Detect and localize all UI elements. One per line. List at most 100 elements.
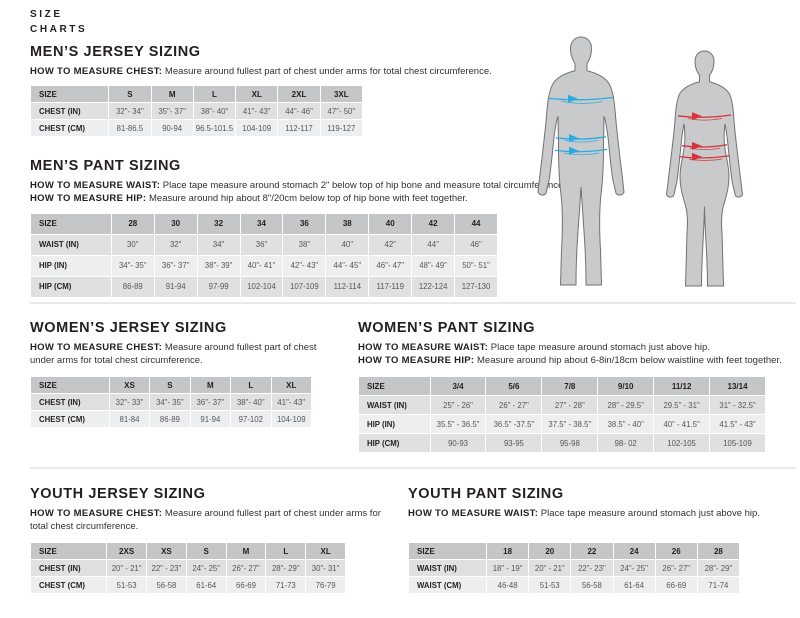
howto-label: HOW TO MEASURE HIP: (358, 355, 475, 367)
table-row: HIP (IN) 35.5" - 36.5" 36.5" -37.5" 37.5" -… (359, 415, 765, 433)
table-header-row: SIZE 28 30 32 34 36 38 40 42 44 (31, 213, 497, 234)
value-cell: 91-94 (154, 276, 197, 297)
value-cell: 97-102 (231, 411, 271, 427)
howto-label: HOW TO MEASURE WAIST: (30, 180, 161, 191)
row-label-cell: CHEST (CM) (31, 120, 109, 137)
size-column-header: XL (306, 543, 345, 559)
size-column-header: 3XL (320, 86, 362, 103)
value-cell: 42" (369, 234, 412, 255)
table-header-row: SIZE 18 20 22 24 26 28 (409, 543, 739, 559)
value-cell: 66-69 (226, 577, 266, 593)
value-cell: 41"- 43" (236, 103, 278, 120)
row-label-cell: HIP (CM) (31, 276, 111, 297)
value-cell: 34"- 35" (111, 255, 154, 276)
value-cell: 38"- 39" (197, 255, 240, 276)
youth-pant-howto: HOW TO MEASURE WAIST: Place tape measure… (408, 507, 770, 535)
female-body-silhouette (665, 50, 744, 287)
male-hip-measure-arrow (554, 146, 608, 156)
value-cell: 46"- 47" (369, 255, 412, 276)
value-cell: 50"- 51" (455, 255, 497, 276)
size-column-header: XL (236, 86, 278, 103)
section-womens-jersey: WOMEN’S JERSEY SIZING HOW TO MEASURE CHE… (30, 320, 332, 428)
size-column-header: 13/14 (710, 377, 765, 395)
value-cell: 18" - 19" (487, 560, 529, 576)
value-cell: 44"- 46" (278, 103, 320, 120)
womens-jersey-heading: WOMEN’S JERSEY SIZING (30, 320, 227, 336)
male-body-silhouette (537, 36, 625, 286)
value-cell: 40" - 41.5" (654, 415, 710, 433)
mens-pant-size-table: SIZE 28 30 32 34 36 38 40 42 44 WAIST (IN) 30" 32" 34… (30, 212, 498, 298)
value-cell: 93-95 (486, 434, 542, 452)
row-label-cell: CHEST (IN) (31, 560, 107, 576)
howto-text: Measure around fullest part of chest und… (30, 508, 381, 533)
female-figure-illustration (665, 50, 744, 287)
row-label-cell: CHEST (CM) (31, 577, 107, 593)
table-header-row: SIZE 3/4 5/6 7/8 9/10 11/12 13/14 (359, 377, 765, 395)
value-cell: 26"- 27" (655, 560, 697, 576)
table-row: CHEST (CM) 51-53 56-58 61-64 66-69 71-73 76-79 (31, 577, 345, 593)
value-cell: 105-109 (710, 434, 765, 452)
value-cell: 22" - 23" (147, 560, 186, 576)
value-cell: 28"- 29" (266, 560, 306, 576)
size-column-header: S (150, 377, 190, 393)
male-figure-illustration (537, 36, 625, 286)
value-cell: 38" (283, 234, 326, 255)
size-column-header: 18 (487, 543, 529, 559)
table-row: WAIST (CM) 46-48 51-53 56-58 61-64 66-69 71-74 (409, 577, 739, 593)
size-header-cell: SIZE (31, 213, 111, 234)
table-row: CHEST (CM) 81-86.5 90-94 96.5-101.5 104-109 1… (31, 120, 362, 137)
value-cell: 32" (154, 234, 197, 255)
mens-jersey-size-table: SIZE S M L XL 2XL 3XL CHEST (IN) 32"- 34" 35"- 37… (30, 85, 363, 138)
howto-label: HOW TO MEASURE CHEST: (30, 508, 163, 519)
value-cell: 28" - 29.5" (598, 396, 654, 414)
howto-line: HOW TO MEASURE WAIST: Place tape measure… (30, 179, 566, 192)
howto-line: HOW TO MEASURE HIP: Measure around hip a… (30, 192, 530, 205)
row-label-cell: CHEST (IN) (31, 103, 109, 120)
female-chest-measure-arrow (677, 112, 732, 121)
size-column-header: 30 (154, 213, 197, 234)
value-cell: 81-84 (109, 411, 150, 427)
section-mens-pant: MEN’S PANT SIZING HOW TO MEASURE WAIST: … (30, 158, 566, 298)
row-label-cell: WAIST (CM) (409, 577, 487, 593)
section-divider (30, 302, 796, 304)
value-cell: 30"- 31" (306, 560, 345, 576)
female-waist-measure-arrow (681, 141, 728, 151)
section-divider (30, 467, 796, 469)
table-row: HIP (CM) 86-89 91-94 97-99 102-104 107-109 112… (31, 276, 497, 297)
size-column-header: 26 (655, 543, 697, 559)
size-header-cell: SIZE (31, 377, 109, 393)
value-cell: 112-114 (326, 276, 369, 297)
value-cell: 29.5" - 31" (654, 396, 710, 414)
value-cell: 22"- 23" (571, 560, 613, 576)
mens-jersey-howto: HOW TO MEASURE CHEST: Measure around ful… (30, 65, 522, 78)
value-cell: 46-48 (487, 577, 529, 593)
value-cell: 76-79 (306, 577, 345, 593)
value-cell: 28"- 29" (697, 560, 739, 576)
size-column-header: M (151, 86, 193, 103)
table-header-row: SIZE 2XS XS S M L XL (31, 543, 345, 559)
size-column-header: S (109, 86, 151, 103)
howto-label: HOW TO MEASURE CHEST: (30, 342, 163, 353)
value-cell: 95-98 (542, 434, 598, 452)
row-label-cell: HIP (IN) (359, 415, 430, 433)
size-column-header: 7/8 (542, 377, 598, 395)
value-cell: 51-53 (529, 577, 571, 593)
value-cell: 81-86.5 (109, 120, 151, 137)
howto-text: Measure around fullest part of chest und… (164, 66, 492, 77)
row-label-cell: HIP (IN) (31, 255, 111, 276)
size-column-header: 36 (283, 213, 326, 234)
size-column-header: 28 (111, 213, 154, 234)
value-cell: 71-73 (266, 577, 306, 593)
value-cell: 86-89 (150, 411, 190, 427)
value-cell: 26" - 27" (486, 396, 542, 414)
value-cell: 107-109 (283, 276, 326, 297)
table-row: CHEST (IN) 32"- 34" 35"- 37" 38"- 40" 41"- 4… (31, 103, 362, 120)
section-mens-jersey: MEN’S JERSEY SIZING HOW TO MEASURE CHEST… (30, 44, 522, 138)
womens-pant-size-table: SIZE 3/4 5/6 7/8 9/10 11/12 13/14 WAIST (IN) 25"… (358, 376, 766, 453)
section-youth-pant: YOUTH PANT SIZING HOW TO MEASURE WAIST: … (408, 486, 770, 594)
value-cell: 37.5" - 38.5" (542, 415, 598, 433)
value-cell: 51-53 (107, 577, 147, 593)
section-womens-pant: WOMEN’S PANT SIZING HOW TO MEASURE WAIST… (358, 320, 782, 453)
value-cell: 35"- 37" (151, 103, 193, 120)
